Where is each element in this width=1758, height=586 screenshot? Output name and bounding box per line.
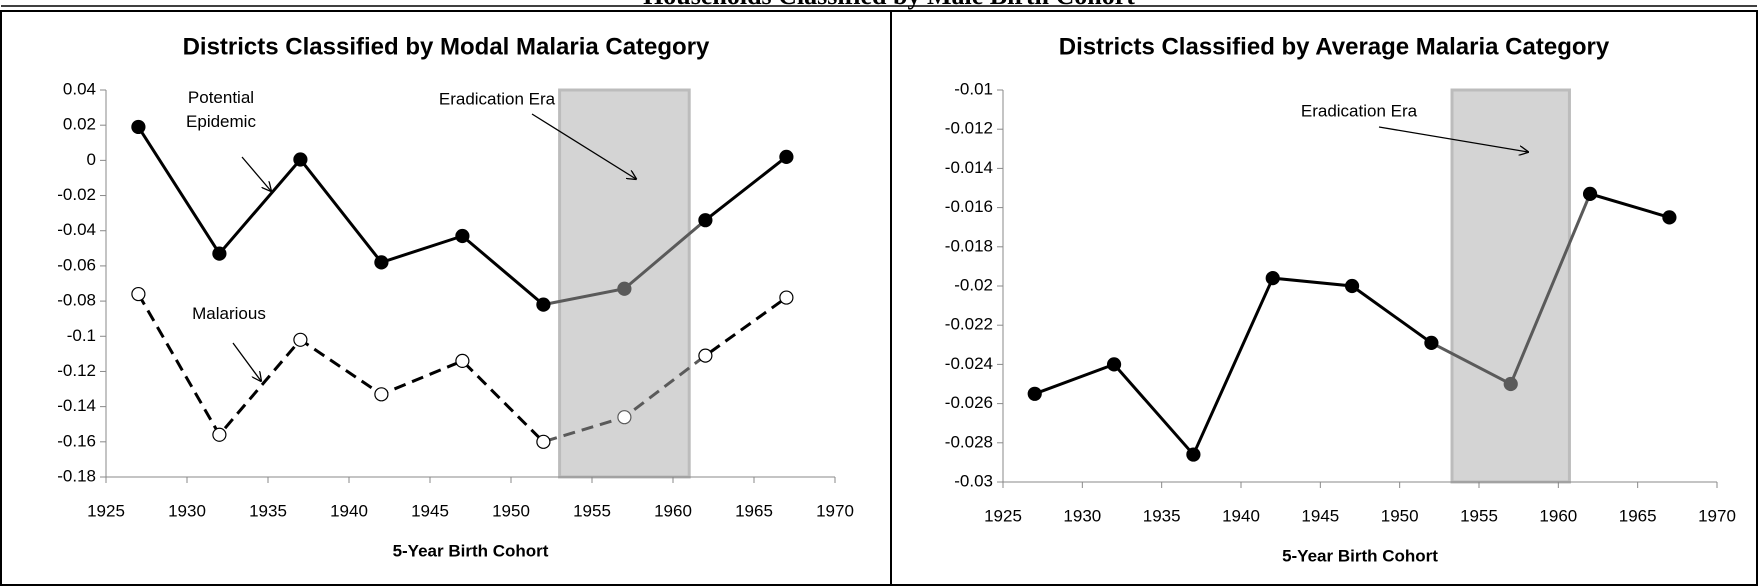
- y-tick-label: -0.026: [945, 393, 993, 412]
- data-point: [374, 387, 389, 402]
- y-tick-label: -0.08: [57, 291, 96, 310]
- y-tick-label: -0.014: [945, 158, 993, 177]
- x-tick-label: 1940: [1222, 506, 1260, 525]
- data-point: [617, 281, 632, 296]
- era-annotation: Eradication Era: [439, 89, 556, 108]
- data-point: [698, 348, 713, 363]
- data-point: [212, 427, 227, 442]
- y-tick-label: -0.02: [954, 275, 993, 294]
- series-annotation-box: Potential Epidemic: [186, 88, 256, 131]
- x-tick-label: 1945: [411, 501, 449, 520]
- data-point: [131, 286, 146, 302]
- figure-title: Households Classified by Male Birth Coho…: [643, 0, 1135, 10]
- x-tick-label: 1965: [1619, 506, 1657, 525]
- x-tick-label: 1970: [816, 501, 854, 520]
- y-tick-label: -0.04: [57, 220, 96, 239]
- x-axis-label: 5-Year Birth Cohort: [1282, 546, 1438, 565]
- y-tick-label: 0.02: [63, 115, 96, 134]
- data-point: [293, 152, 308, 167]
- y-tick-label: -0.12: [57, 361, 96, 380]
- series-annotation-box: Malarious: [192, 304, 266, 323]
- data-point: [779, 290, 794, 305]
- data-point: [1265, 271, 1280, 286]
- series-annotation: Malarious: [192, 304, 266, 323]
- frame: [0, 10, 1758, 586]
- y-tick-label: -0.028: [945, 432, 993, 451]
- x-tick-label: 1930: [1063, 506, 1101, 525]
- x-tick-label: 1950: [1381, 506, 1419, 525]
- y-tick-label: -0.18: [57, 466, 96, 485]
- y-tick-label: -0.1: [67, 326, 96, 345]
- data-point: [1186, 447, 1201, 462]
- data-point: [1503, 376, 1518, 392]
- x-tick-label: 1935: [249, 501, 287, 520]
- era-annotation: Eradication Era: [1301, 101, 1418, 120]
- x-tick-label: 1925: [87, 501, 125, 520]
- y-tick-label: -0.018: [945, 236, 993, 255]
- x-tick-label: 1960: [1539, 506, 1577, 525]
- chart-title: Districts Classified by Average Malaria …: [1059, 33, 1610, 60]
- x-tick-label: 1955: [573, 501, 611, 520]
- x-tick-label: 1955: [1460, 506, 1498, 525]
- x-tick-label: 1930: [168, 501, 206, 520]
- data-point: [212, 246, 227, 261]
- data-point: [131, 119, 146, 135]
- data-point: [1662, 210, 1677, 225]
- data-point: [1106, 357, 1122, 372]
- y-tick-label: -0.012: [945, 119, 993, 138]
- series-line: [1034, 192, 1670, 458]
- x-tick-label: 1960: [654, 501, 692, 520]
- x-tick-label: 1965: [735, 501, 773, 520]
- annotation-arrow: [1378, 126, 1528, 152]
- data-point: [374, 255, 389, 270]
- x-tick-label: 1970: [1698, 506, 1736, 525]
- x-tick-label: 1945: [1301, 506, 1339, 525]
- x-tick-label: 1925: [984, 506, 1022, 525]
- x-tick-label: 1950: [492, 501, 530, 520]
- annotation-arrow: [241, 156, 271, 191]
- series-annotation: Potential Epidemic: [186, 88, 256, 131]
- y-tick-label: -0.16: [57, 431, 96, 450]
- chart-title: Districts Classified by Modal Malaria Ca…: [183, 33, 710, 60]
- data-point: [1582, 186, 1598, 201]
- y-tick-label: -0.024: [945, 354, 993, 373]
- data-point: [1424, 335, 1439, 350]
- data-point: [698, 213, 713, 228]
- data-point: [536, 434, 551, 449]
- x-tick-label: 1940: [330, 501, 368, 520]
- data-point: [617, 410, 632, 425]
- data-point: [1027, 386, 1042, 401]
- annotation-arrow: [232, 342, 261, 381]
- x-axis-label: 5-Year Birth Cohort: [393, 541, 549, 560]
- annotation-arrow: [531, 113, 636, 179]
- y-tick-label: -0.02: [57, 185, 96, 204]
- data-point: [1344, 278, 1360, 294]
- y-tick-label: -0.016: [945, 197, 993, 216]
- x-tick-label: 1935: [1143, 506, 1181, 525]
- data-point: [536, 297, 551, 312]
- y-tick-label: -0.022: [945, 315, 993, 334]
- data-point: [779, 149, 794, 164]
- y-tick-label: 0: [87, 150, 96, 169]
- y-tick-label: -0.06: [57, 255, 96, 274]
- y-tick-label: 0.04: [63, 79, 96, 98]
- y-tick-label: -0.03: [954, 471, 993, 490]
- y-tick-label: -0.01: [954, 79, 993, 98]
- data-point: [293, 332, 308, 347]
- data-point: [455, 353, 470, 368]
- y-tick-label: -0.14: [57, 396, 96, 415]
- data-point: [455, 228, 470, 244]
